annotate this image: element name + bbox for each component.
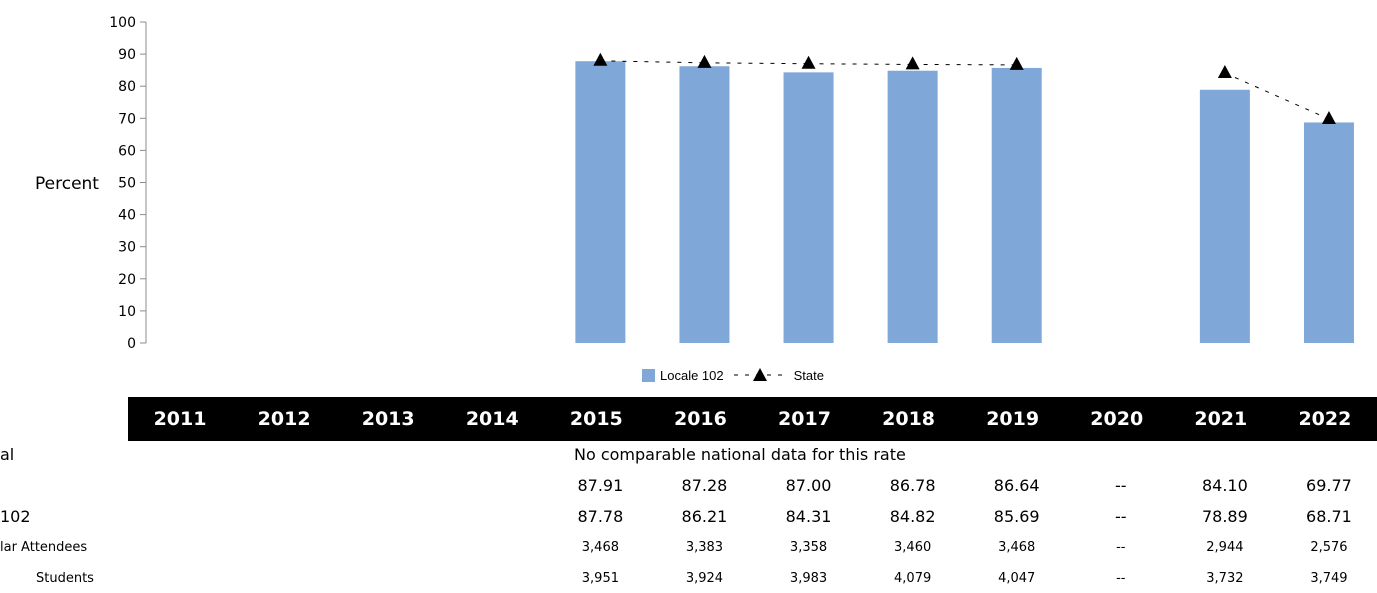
bar-2017 <box>783 72 834 343</box>
legend-label-line: State <box>793 367 824 383</box>
bar-2016 <box>679 66 730 343</box>
table-cell: 2,576 <box>1310 540 1348 555</box>
table-cell: -- <box>1115 507 1127 526</box>
legend: Locale 102 State <box>642 366 824 384</box>
y-tick-label: 70 <box>118 111 136 127</box>
row-label: lar Attendees <box>0 540 88 555</box>
year-header-2020: 2020 <box>1090 408 1144 430</box>
table-cell: 84.82 <box>889 507 936 526</box>
state-point-2018 <box>905 56 920 70</box>
row-label: Students <box>36 571 94 586</box>
table-cell: 68.71 <box>1306 507 1352 526</box>
y-tick-label: 10 <box>118 304 136 320</box>
y-tick-label: 0 <box>127 336 136 352</box>
table-cell: 87.28 <box>681 476 728 495</box>
table-cell: 3,468 <box>998 540 1036 555</box>
table-cell: 87.00 <box>785 476 832 495</box>
table-cell: 3,951 <box>581 571 619 586</box>
state-point-2021 <box>1217 65 1232 79</box>
table-cell: 3,749 <box>1310 571 1348 586</box>
state-point-2016 <box>697 54 712 68</box>
y-tick-label: 100 <box>109 15 136 31</box>
table-cell: 87.78 <box>577 507 624 526</box>
national-note: No comparable national data for this rat… <box>574 445 906 464</box>
state-point-2022 <box>1321 111 1336 125</box>
table-cell: 87.91 <box>577 476 624 495</box>
row-label: al <box>0 445 15 464</box>
table-cell: 3,468 <box>581 540 619 555</box>
table-cell: -- <box>1116 540 1126 555</box>
table-cell: 78.89 <box>1201 507 1248 526</box>
table-cell: -- <box>1115 476 1127 495</box>
table-cell: 3,924 <box>685 571 724 586</box>
table-cell: 85.69 <box>993 507 1040 526</box>
y-tick-label: 60 <box>118 143 136 159</box>
y-tick-label: 80 <box>118 79 136 95</box>
y-tick-label: 90 <box>118 47 136 63</box>
year-header-2017: 2017 <box>778 408 831 430</box>
bar-2021 <box>1199 89 1250 344</box>
legend-swatch-bar <box>642 368 655 382</box>
state-point-2019 <box>1009 56 1024 70</box>
legend-label-bar: Locale 102 <box>660 367 724 383</box>
table-cell: 3,732 <box>1206 571 1244 586</box>
year-header-2016: 2016 <box>673 408 727 430</box>
bar-2018 <box>887 70 938 344</box>
state-line-segment <box>704 62 809 65</box>
state-point-2017 <box>801 55 816 69</box>
y-tick-label: 40 <box>118 208 136 224</box>
table-cell: 86.21 <box>681 507 728 526</box>
table-cell: 3,358 <box>789 540 828 555</box>
table-cell: 84.10 <box>1201 476 1248 495</box>
row-label: 102 <box>0 507 31 526</box>
table-cell: 4,079 <box>894 571 932 586</box>
table-cell: 3,460 <box>894 540 932 555</box>
table-cell: 4,047 <box>998 571 1036 586</box>
year-header-2018: 2018 <box>882 408 936 430</box>
table-cell: 3,383 <box>685 540 724 555</box>
table-cell: -- <box>1116 571 1126 586</box>
year-header-bar: 2011 2012 2013 2014 2015 2016 2017 2018 2019 2020… <box>128 397 1377 441</box>
chart-plot: 0 10 20 30 40 50 60 70 80 90 100 <box>109 15 1354 352</box>
y-tick-label: 30 <box>118 240 136 256</box>
table-cell: 2,944 <box>1206 540 1244 555</box>
bar-2019 <box>991 67 1042 344</box>
state-line-segment <box>1224 72 1330 120</box>
table-cell: 84.31 <box>785 507 832 526</box>
bar-2015 <box>575 61 626 344</box>
y-axis-label: Percent <box>35 174 99 194</box>
y-tick-label: 50 <box>118 176 136 192</box>
table-cell: 69.77 <box>1306 476 1352 495</box>
year-header-2011: 2011 <box>153 408 207 430</box>
year-header-2021: 2021 <box>1194 408 1248 430</box>
legend-swatch-line <box>733 368 786 381</box>
table-cell: 86.78 <box>889 476 936 495</box>
state-line-segment <box>808 63 913 65</box>
year-header-2019: 2019 <box>986 408 1040 430</box>
bar-2022 <box>1303 122 1354 343</box>
year-header-2012: 2012 <box>257 408 311 430</box>
state-point-2015 <box>593 52 608 66</box>
year-header-2015: 2015 <box>569 408 623 430</box>
y-tick-label: 20 <box>118 272 136 288</box>
year-header-2014: 2014 <box>465 408 519 430</box>
table-cell: 86.64 <box>993 476 1040 495</box>
year-header-2022: 2022 <box>1298 408 1352 430</box>
year-header-2013: 2013 <box>361 408 415 430</box>
table-cell: 3,983 <box>789 571 828 586</box>
